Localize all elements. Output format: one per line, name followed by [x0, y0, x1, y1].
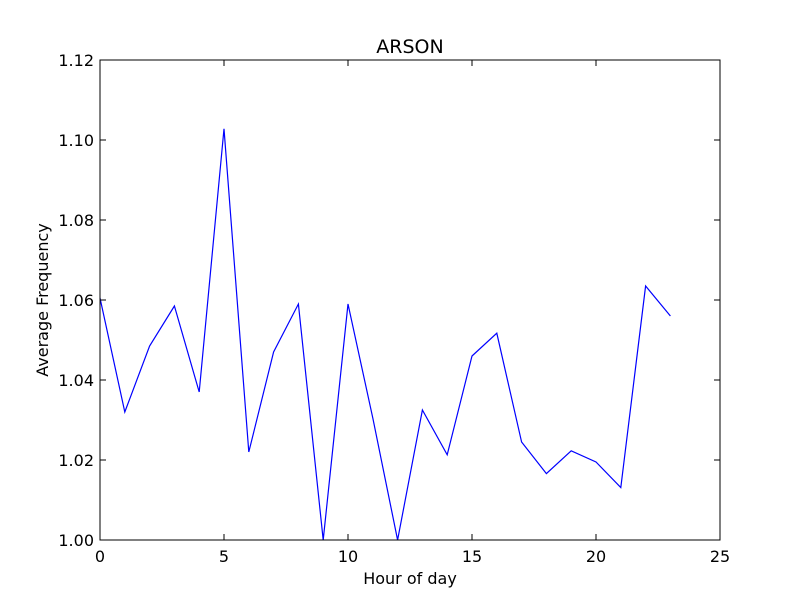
- chart-title: ARSON: [376, 36, 443, 58]
- y-tick-label: 1.02: [58, 451, 94, 470]
- x-axis-label: Hour of day: [363, 569, 457, 588]
- x-tick-label: 10: [338, 547, 358, 566]
- y-tick-label: 1.06: [58, 291, 94, 310]
- plot-frame: [99, 59, 721, 541]
- x-tick-label: 25: [710, 547, 730, 566]
- x-tick-label: 20: [586, 547, 606, 566]
- y-tick-label: 1.10: [58, 131, 94, 150]
- series-line-0: [99, 128, 671, 541]
- y-tick-label: 1.04: [58, 371, 94, 390]
- x-tick-label: 0: [95, 547, 105, 566]
- x-tick-label: 5: [219, 547, 229, 566]
- axis-ticks: 0 5 10 15 20 25 1.00 1.02 1.04 1.06 1.08 1.10 1.12: [58, 51, 730, 566]
- y-tick-label: 1.12: [58, 51, 94, 70]
- y-axis-label: Average Frequency: [33, 223, 52, 376]
- y-tick-label: 1.08: [58, 211, 94, 230]
- plot-content: [99, 128, 671, 541]
- x-tick-label: 15: [462, 547, 482, 566]
- y-tick-label: 1.00: [58, 531, 94, 550]
